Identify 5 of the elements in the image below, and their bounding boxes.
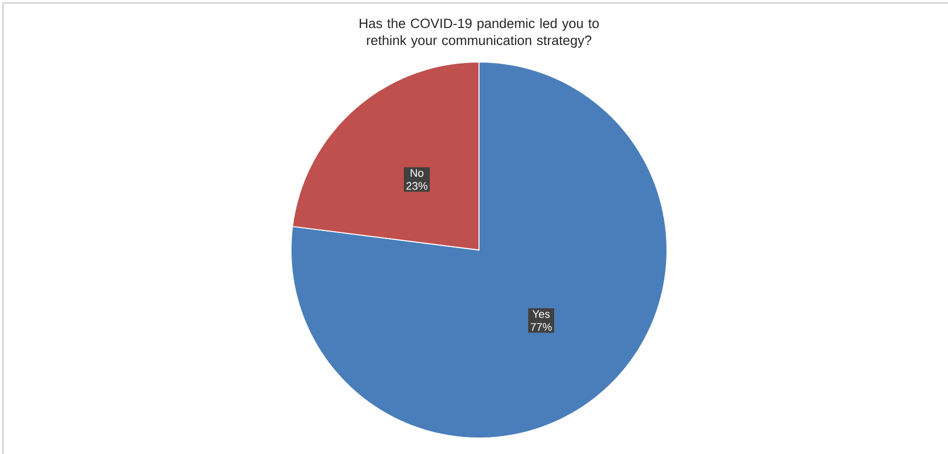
data-label: 77%: [530, 323, 552, 331]
slice-label: No: [410, 169, 424, 177]
chart-title: Has the COVID-19 pandemic led you to rethink your communication strategy?: [360, 18, 599, 48]
data-label: 23%: [406, 182, 428, 190]
slice-label: Yes: [532, 310, 550, 318]
